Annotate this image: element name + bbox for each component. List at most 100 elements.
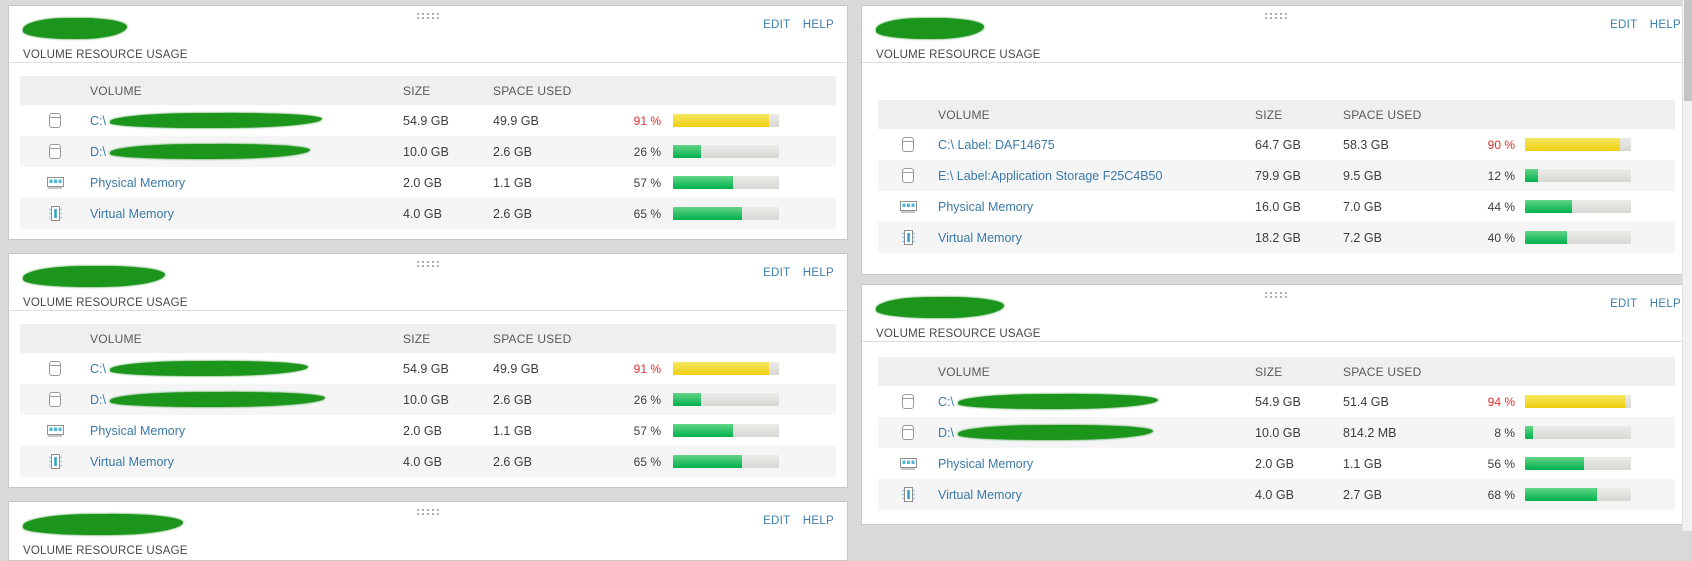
redacted-volume-name — [957, 424, 1154, 441]
space-used-value: 49.9 GB — [493, 361, 539, 376]
percent-value: 57 % — [633, 423, 661, 438]
volume-link[interactable]: Physical Memory — [938, 199, 1034, 214]
column-header-size: SIZE — [403, 331, 431, 346]
volume-link[interactable]: Physical Memory — [90, 423, 186, 438]
hard-disk-icon — [902, 168, 914, 184]
column-header-volume: VOLUME — [90, 83, 142, 98]
virtual-memory-icon — [901, 487, 915, 503]
volume-resource-usage-panel-bottom-right: EDIT HELP VOLUME RESOURCE USAGE VOLUME S… — [861, 284, 1690, 525]
usage-bar — [1525, 169, 1631, 182]
space-used-value: 51.4 GB — [1343, 394, 1389, 409]
volume-link[interactable]: Virtual Memory — [90, 454, 174, 469]
volume-link[interactable]: C:\ — [938, 393, 1159, 410]
help-link[interactable]: HELP — [802, 19, 834, 31]
scrollbar-thumb[interactable] — [1684, 0, 1692, 101]
table-row: D:\ 10.0 GB 2.6 GB 26 % — [20, 136, 836, 167]
table-row: D:\ 10.0 GB 2.6 GB 26 % — [20, 384, 836, 415]
help-link[interactable]: HELP — [802, 515, 834, 527]
drag-handle-icon[interactable] — [417, 509, 439, 515]
table-row: Physical Memory 16.0 GB 7.0 GB 44 % — [878, 191, 1675, 222]
edit-link[interactable]: EDIT — [763, 19, 791, 31]
physical-memory-icon — [46, 425, 64, 438]
drag-handle-icon[interactable] — [1264, 13, 1287, 19]
volume-link[interactable]: C:\ Label: DAF14675 — [938, 137, 1055, 152]
page-scrollbar[interactable] — [1682, 0, 1692, 531]
hard-disk-icon — [49, 392, 61, 408]
percent-value: 12 % — [1487, 168, 1515, 183]
volume-link[interactable]: Virtual Memory — [938, 230, 1022, 245]
redacted-volume-name — [957, 393, 1159, 410]
usage-bar — [1525, 138, 1631, 151]
size-value: 18.2 GB — [1255, 230, 1301, 245]
space-used-value: 1.1 GB — [1343, 456, 1382, 471]
virtual-memory-icon — [901, 230, 915, 246]
drag-handle-icon[interactable] — [1264, 292, 1287, 298]
space-used-value: 7.2 GB — [1343, 230, 1382, 245]
percent-value: 94 % — [1487, 394, 1515, 409]
table-row: E:\ Label:Application Storage F25C4B50 7… — [878, 160, 1675, 191]
edit-link[interactable]: EDIT — [1610, 19, 1638, 31]
hard-disk-icon — [49, 144, 61, 160]
panel-header: EDIT HELP VOLUME RESOURCE USAGE — [9, 254, 847, 311]
size-value: 4.0 GB — [1255, 487, 1294, 502]
drag-handle-icon[interactable] — [417, 13, 439, 19]
volume-link[interactable]: E:\ Label:Application Storage F25C4B50 — [938, 168, 1163, 183]
table-row: Virtual Memory 4.0 GB 2.7 GB 68 % — [878, 479, 1675, 510]
space-used-value: 58.3 GB — [1343, 137, 1389, 152]
panel-subtitle: VOLUME RESOURCE USAGE — [23, 297, 188, 309]
table-header-row: VOLUME SIZE SPACE USED — [20, 324, 836, 353]
help-link[interactable]: HELP — [1649, 298, 1681, 310]
volume-link[interactable]: C:\ — [90, 360, 309, 377]
size-value: 10.0 GB — [403, 392, 449, 407]
usage-bar — [673, 176, 779, 189]
volume-table: VOLUME SIZE SPACE USED C:\ 54.9 GB 49.9 … — [20, 76, 836, 229]
usage-bar — [1525, 231, 1631, 244]
percent-value: 65 % — [633, 454, 661, 469]
panel-header: EDIT HELP VOLUME RESOURCE USAGE — [9, 6, 847, 63]
physical-memory-icon — [46, 177, 64, 190]
hard-disk-icon — [49, 361, 61, 377]
usage-bar — [673, 393, 779, 406]
size-value: 2.0 GB — [1255, 456, 1294, 471]
volume-resource-usage-panel-middle-left: EDIT HELP VOLUME RESOURCE USAGE VOLUME S… — [8, 253, 848, 488]
volume-link[interactable]: Virtual Memory — [90, 206, 174, 221]
redacted-volume-name — [109, 112, 323, 129]
help-link[interactable]: HELP — [1649, 19, 1681, 31]
redacted-panel-title — [22, 265, 166, 288]
dashboard-page: { "links": { "edit": "EDIT", "help": "HE… — [8, 0, 1692, 561]
percent-value: 8 % — [1494, 425, 1515, 440]
volume-link[interactable]: D:\ — [90, 143, 311, 160]
volume-table: VOLUME SIZE SPACE USED C:\ 54.9 GB 49.9 … — [20, 324, 836, 477]
percent-value: 57 % — [633, 175, 661, 190]
help-link[interactable]: HELP — [802, 267, 834, 279]
edit-link[interactable]: EDIT — [763, 515, 791, 527]
percent-value: 40 % — [1487, 230, 1515, 245]
space-used-value: 1.1 GB — [493, 423, 532, 438]
edit-link[interactable]: EDIT — [1610, 298, 1638, 310]
usage-bar — [673, 362, 779, 375]
panel-header: EDIT HELP VOLUME RESOURCE USAGE — [862, 6, 1689, 63]
table-row: Physical Memory 2.0 GB 1.1 GB 57 % — [20, 167, 836, 198]
volume-link[interactable]: C:\ — [90, 112, 323, 129]
volume-link[interactable]: Physical Memory — [938, 456, 1034, 471]
drag-handle-icon[interactable] — [417, 261, 439, 267]
redacted-panel-title — [22, 513, 184, 536]
table-row: C:\ 54.9 GB 49.9 GB 91 % — [20, 353, 836, 384]
volume-link[interactable]: D:\ — [938, 424, 1154, 441]
virtual-memory-icon — [48, 206, 62, 222]
panel-subtitle: VOLUME RESOURCE USAGE — [876, 328, 1041, 340]
usage-bar — [673, 455, 779, 468]
space-used-value: 2.6 GB — [493, 454, 532, 469]
volume-link[interactable]: D:\ — [90, 391, 326, 408]
space-used-value: 2.6 GB — [493, 392, 532, 407]
volume-link[interactable]: Virtual Memory — [938, 487, 1022, 502]
column-header-volume: VOLUME — [938, 107, 990, 122]
volume-link[interactable]: Physical Memory — [90, 175, 186, 190]
volume-resource-usage-panel-bottom-left: EDIT HELP VOLUME RESOURCE USAGE — [8, 501, 848, 561]
percent-value: 65 % — [633, 206, 661, 221]
percent-value: 68 % — [1487, 487, 1515, 502]
usage-bar — [1525, 426, 1631, 439]
edit-link[interactable]: EDIT — [763, 267, 791, 279]
column-header-space-used: SPACE USED — [1343, 364, 1422, 379]
column-header-space-used: SPACE USED — [493, 83, 572, 98]
